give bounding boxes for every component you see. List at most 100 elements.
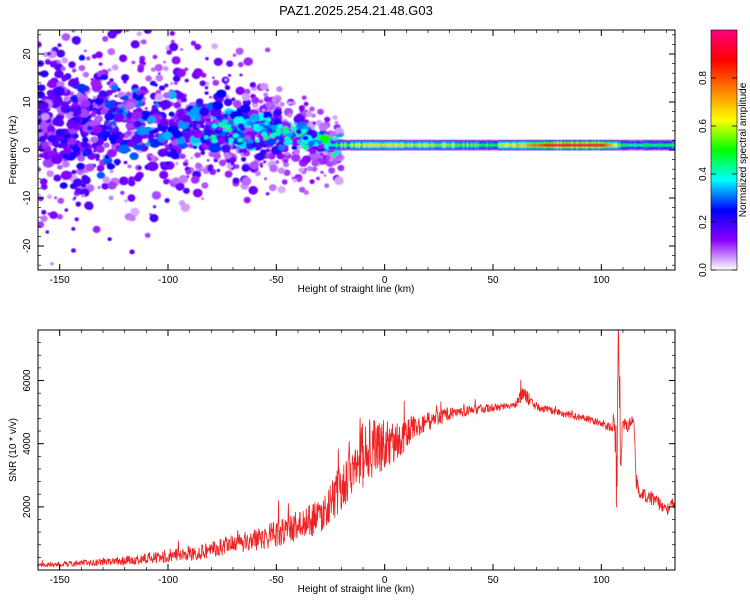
spectrogram-cell <box>114 94 118 98</box>
spectrogram-cell <box>163 66 169 72</box>
snr-y-tick-label: 6000 <box>22 369 33 392</box>
spectrogram-cell <box>40 215 48 222</box>
spectrogram-cell <box>58 10 67 18</box>
spectrogram-cell <box>243 196 251 204</box>
colorbar-ticks: 0.0 0.2 0.4 0.6 0.8 <box>698 71 737 277</box>
spectrogram-cell <box>651 143 654 147</box>
spectrogram-cell <box>172 75 181 82</box>
spectrogram-cell <box>357 143 360 147</box>
spectrogram-cell <box>266 127 273 132</box>
spectrogram-cell <box>483 143 486 147</box>
spectrogram-cell <box>291 153 301 162</box>
snr-y-label: SNR (10 * v/v) <box>8 418 19 482</box>
spectrogram-cell <box>629 143 632 147</box>
spectrogram-cell <box>351 143 353 147</box>
spectrogram-cell <box>597 143 599 147</box>
spectrogram-cell <box>78 65 86 72</box>
spectrogram-cell <box>166 49 172 55</box>
spectrogram-cell <box>234 110 243 117</box>
spectrogram-cell <box>348 143 351 147</box>
spectrogram-cell <box>617 143 620 147</box>
spectrogram-cell <box>271 97 278 103</box>
spectrogram-cell <box>61 33 71 41</box>
spectrogram-cell <box>49 211 58 220</box>
spectrogram-cell <box>198 107 210 117</box>
spectrogram-cell <box>208 95 213 99</box>
spectrogram-heatmap <box>38 10 675 266</box>
spectrogram-cell <box>370 143 373 147</box>
spectrogram-cell <box>299 143 304 147</box>
spectrogram-cell <box>564 143 567 147</box>
spectrogram-cell <box>264 47 271 53</box>
spectrogram-cell <box>38 221 45 229</box>
spectrogram-cell <box>433 143 435 147</box>
spectrogram-cell <box>389 143 391 147</box>
spectrogram-cell <box>167 149 171 153</box>
spectrogram-x-tick-label: 0 <box>382 275 388 286</box>
spectrogram-cell <box>323 174 327 177</box>
spectrogram-cell <box>416 143 418 147</box>
spectrogram-cell <box>88 20 93 24</box>
spectrogram-cell <box>175 161 179 166</box>
colorbar: 0.0 0.2 0.4 0.6 0.8 Normalized spectral ampl… <box>698 29 749 277</box>
spectrogram-cell <box>181 114 192 123</box>
spectrogram-cell <box>103 142 110 148</box>
spectrogram-cell <box>550 143 552 147</box>
spectrogram-cell <box>591 143 594 147</box>
spectrogram-cell <box>172 177 180 185</box>
spectrogram-cell <box>319 155 324 160</box>
spectrogram-cell <box>309 179 315 185</box>
spectrogram-cell <box>130 40 140 49</box>
spectrogram-cell <box>317 142 325 150</box>
spectrogram-cell <box>97 185 102 190</box>
spectrogram-cell <box>216 89 227 99</box>
spectrogram-cell <box>415 143 417 147</box>
spectrogram-cell <box>158 72 161 75</box>
spectrogram-cell <box>302 155 311 164</box>
spectrogram-cell <box>192 129 203 139</box>
spectrogram-cell <box>624 143 626 147</box>
spectrogram-cell <box>482 143 485 147</box>
spectrogram-cell <box>131 111 143 120</box>
spectrogram-cell <box>328 167 336 174</box>
spectrogram-cell <box>275 135 282 140</box>
snr-y-tick-label: 2000 <box>22 495 33 518</box>
spectrogram-cell <box>302 144 309 150</box>
snr-x-tick-label: 100 <box>593 575 610 586</box>
spectrogram-cell <box>664 143 667 147</box>
spectrogram-cell <box>606 143 608 147</box>
spectrogram-cell <box>586 143 589 147</box>
spectrogram-cell <box>40 70 49 78</box>
spectrogram-cell <box>359 143 361 147</box>
spectrogram-cell <box>467 143 469 147</box>
spectrogram-y-tick-label: 10 <box>22 96 33 108</box>
spectrogram-cell <box>213 57 223 66</box>
spectrogram-cell <box>402 143 404 147</box>
spectrogram-cell <box>45 230 50 234</box>
spectrogram-cell <box>572 143 574 147</box>
spectrogram-cell <box>199 124 205 129</box>
spectrogram-cell <box>169 42 179 52</box>
spectrogram-cell <box>255 152 265 161</box>
spectrogram-cell <box>196 98 204 105</box>
spectrogram-cell <box>226 158 232 164</box>
colorbar-tick-label: 0.8 <box>698 71 709 85</box>
spectrogram-cell <box>125 130 132 136</box>
spectrogram-cell <box>68 61 76 69</box>
spectrogram-cell <box>347 143 349 147</box>
spectrogram-cell <box>500 143 503 147</box>
spectrogram-cell <box>521 143 524 147</box>
spectrogram-cell <box>441 143 443 147</box>
spectrogram-cell <box>672 143 674 147</box>
spectrogram-cell <box>285 152 290 156</box>
spectrogram-cell <box>386 143 388 147</box>
spectrogram-cell <box>107 68 112 72</box>
spectrogram-cell <box>141 39 147 45</box>
spectrogram-cell <box>446 143 448 147</box>
spectrogram-cell <box>363 143 365 147</box>
spectrogram-cell <box>292 178 298 183</box>
spectrogram-cell <box>283 169 291 176</box>
snr-y-tick-label: 4000 <box>22 432 33 455</box>
spectrogram-cell <box>491 143 494 147</box>
spectrogram-cell <box>237 61 244 68</box>
